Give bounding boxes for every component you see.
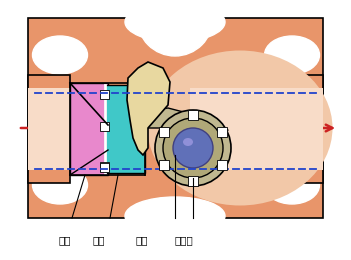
Ellipse shape xyxy=(33,36,87,74)
Wedge shape xyxy=(137,18,213,56)
Ellipse shape xyxy=(147,50,332,205)
Circle shape xyxy=(173,128,213,168)
Polygon shape xyxy=(148,108,228,145)
Polygon shape xyxy=(165,132,192,160)
Bar xyxy=(159,127,170,136)
FancyBboxPatch shape xyxy=(28,18,323,218)
Text: 阀芯: 阀芯 xyxy=(92,235,105,245)
Bar xyxy=(188,110,198,120)
Bar xyxy=(70,83,108,175)
Polygon shape xyxy=(127,62,170,155)
Circle shape xyxy=(163,118,223,178)
Bar xyxy=(100,90,109,99)
Bar xyxy=(100,162,109,171)
Bar xyxy=(28,75,70,183)
Text: 阀座: 阀座 xyxy=(59,235,71,245)
Bar xyxy=(159,159,170,170)
Bar xyxy=(217,127,227,136)
Bar xyxy=(190,88,323,170)
Bar xyxy=(281,75,323,183)
Text: 旋转轴: 旋转轴 xyxy=(175,235,194,245)
Ellipse shape xyxy=(183,138,193,146)
Bar xyxy=(100,163,109,172)
Bar xyxy=(28,88,108,170)
Bar xyxy=(105,85,145,173)
Ellipse shape xyxy=(125,2,225,42)
Ellipse shape xyxy=(265,36,319,74)
Ellipse shape xyxy=(265,166,319,204)
Bar xyxy=(217,159,227,170)
Bar xyxy=(188,176,198,186)
Text: 挠臂: 挠臂 xyxy=(136,235,148,245)
Circle shape xyxy=(155,110,231,186)
Ellipse shape xyxy=(33,166,87,204)
Bar xyxy=(100,122,109,131)
Ellipse shape xyxy=(125,197,225,235)
